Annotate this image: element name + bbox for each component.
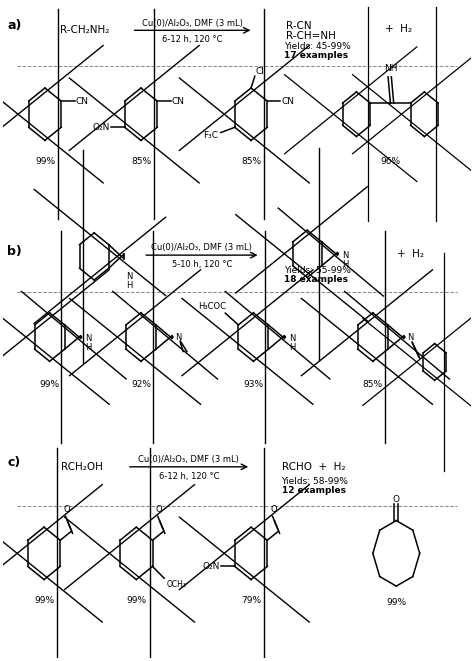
Text: 96%: 96%	[380, 157, 401, 166]
Text: 5-10 h, 120 °C: 5-10 h, 120 °C	[172, 260, 232, 269]
Text: 18 examples: 18 examples	[284, 275, 348, 284]
Text: O: O	[155, 505, 162, 514]
Text: RCHO  +  H₂: RCHO + H₂	[282, 462, 345, 472]
Text: 99%: 99%	[34, 596, 54, 605]
Text: N: N	[408, 332, 414, 342]
Text: 99%: 99%	[35, 157, 55, 166]
Text: 85%: 85%	[241, 157, 261, 166]
Text: Cl: Cl	[256, 67, 264, 76]
Text: R-CH=NH: R-CH=NH	[286, 30, 336, 40]
Text: N: N	[85, 334, 91, 343]
Text: H: H	[289, 343, 295, 352]
Text: CN: CN	[171, 97, 184, 106]
Text: H: H	[85, 343, 91, 352]
Text: 99%: 99%	[126, 596, 146, 605]
Text: R-CN: R-CN	[286, 20, 312, 30]
Text: O: O	[63, 505, 70, 514]
Text: 6-12 h, 120 °C: 6-12 h, 120 °C	[162, 35, 223, 44]
Text: N: N	[342, 251, 348, 260]
Text: CN: CN	[282, 97, 294, 106]
Text: 6-12 h, 120 °C: 6-12 h, 120 °C	[158, 471, 219, 481]
Text: c): c)	[8, 456, 21, 469]
Text: 93%: 93%	[243, 379, 264, 389]
Text: 99%: 99%	[39, 379, 60, 389]
Text: O: O	[270, 505, 277, 514]
Text: O: O	[393, 495, 400, 504]
Text: a): a)	[8, 19, 22, 32]
Text: NH: NH	[383, 65, 397, 73]
Text: H₃COC: H₃COC	[199, 302, 227, 311]
Text: CN: CN	[75, 97, 88, 106]
Text: Yields: 58-99%: Yields: 58-99%	[282, 477, 348, 486]
Text: O₂N: O₂N	[92, 123, 110, 132]
Text: 12 examples: 12 examples	[282, 486, 346, 495]
Text: N: N	[175, 332, 182, 342]
Text: b): b)	[8, 245, 22, 258]
Text: Cu(0)/Al₂O₃, DMF (3 mL): Cu(0)/Al₂O₃, DMF (3 mL)	[138, 455, 239, 464]
Text: R-CH₂NH₂: R-CH₂NH₂	[60, 25, 109, 35]
Text: H: H	[126, 281, 133, 290]
Text: 17 examples: 17 examples	[284, 52, 348, 60]
Text: +  H₂: + H₂	[397, 249, 424, 259]
Text: 79%: 79%	[241, 596, 261, 605]
Text: F₃C: F₃C	[203, 131, 219, 139]
Text: +  H₂: + H₂	[385, 24, 412, 34]
Text: H: H	[342, 260, 348, 269]
Text: Cu(0)/Al₂O₃, DMF (3 mL): Cu(0)/Al₂O₃, DMF (3 mL)	[142, 19, 243, 28]
Text: N: N	[289, 334, 295, 343]
Text: RCH₂OH: RCH₂OH	[62, 462, 103, 472]
Text: 99%: 99%	[386, 598, 406, 607]
Text: N: N	[126, 272, 133, 281]
Text: 85%: 85%	[131, 157, 151, 166]
Text: 85%: 85%	[363, 379, 383, 389]
Text: OCH₃: OCH₃	[166, 580, 187, 590]
Text: O₂N: O₂N	[202, 562, 220, 571]
Text: 92%: 92%	[131, 379, 151, 389]
Text: Yields: 55-99%: Yields: 55-99%	[284, 266, 351, 275]
Text: Yields: 45-99%: Yields: 45-99%	[284, 42, 351, 51]
Text: Cu(0)/Al₂O₃, DMF (3 mL): Cu(0)/Al₂O₃, DMF (3 mL)	[151, 243, 252, 253]
